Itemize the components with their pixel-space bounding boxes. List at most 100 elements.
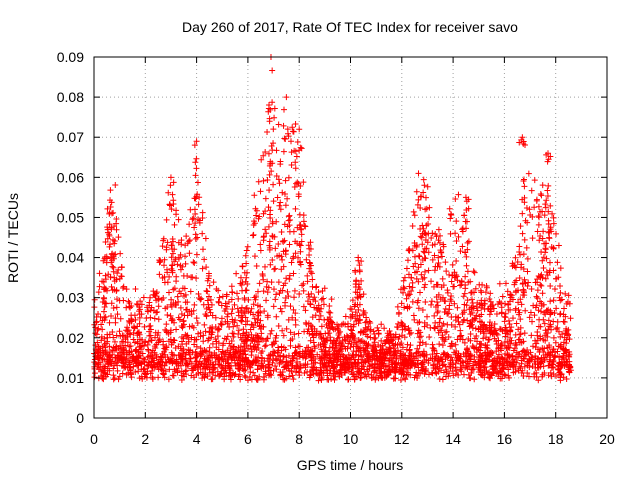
data-point: [98, 355, 105, 362]
data-point: [225, 299, 232, 306]
data-point: [282, 363, 289, 370]
data-point: [254, 302, 261, 309]
data-point: [329, 351, 336, 358]
data-point: [194, 179, 201, 186]
data-point: [266, 187, 273, 194]
data-point: [478, 319, 485, 326]
data-point: [246, 373, 253, 380]
data-point: [285, 174, 292, 181]
data-point: [278, 228, 285, 235]
data-point: [280, 332, 287, 339]
data-point: [215, 287, 222, 294]
data-point: [535, 221, 542, 228]
data-point: [271, 340, 278, 347]
data-point: [399, 344, 406, 351]
data-point: [232, 317, 239, 324]
data-point: [431, 346, 438, 353]
data-point: [214, 355, 221, 362]
data-point: [312, 359, 319, 366]
data-point: [171, 319, 178, 326]
data-point: [161, 262, 168, 269]
data-point: [338, 342, 345, 349]
data-point: [271, 266, 278, 273]
data-point: [250, 358, 257, 365]
data-point: [235, 331, 242, 338]
data-point: [524, 282, 531, 289]
data-point: [559, 331, 566, 338]
data-point: [498, 354, 505, 361]
data-point: [92, 342, 99, 349]
data-point: [329, 344, 336, 351]
data-point: [254, 366, 261, 373]
data-point: [429, 341, 436, 348]
data-point: [120, 283, 127, 290]
data-point: [533, 340, 540, 347]
data-point: [554, 259, 561, 266]
data-point: [259, 362, 266, 369]
data-point: [127, 304, 134, 311]
data-point: [248, 337, 255, 344]
data-point: [162, 326, 169, 333]
data-point: [268, 279, 275, 286]
data-point: [405, 292, 412, 299]
data-point: [162, 346, 169, 353]
data-point: [546, 259, 553, 266]
data-point: [152, 293, 159, 300]
data-point: [101, 317, 108, 324]
data-point: [116, 297, 123, 304]
y-tick-label: 0.08: [57, 89, 84, 105]
data-point: [180, 272, 187, 279]
data-point: [121, 363, 128, 370]
data-point: [528, 332, 535, 339]
data-point: [332, 373, 339, 380]
data-point: [254, 288, 261, 295]
data-point: [278, 343, 285, 350]
data-point: [292, 344, 299, 351]
data-point: [175, 298, 182, 305]
data-point: [473, 349, 480, 356]
data-point: [119, 370, 126, 377]
data-point: [563, 330, 570, 337]
data-point: [371, 336, 378, 343]
data-point: [547, 311, 554, 318]
data-point: [243, 354, 250, 361]
data-point: [159, 370, 166, 377]
data-point: [468, 369, 475, 376]
data-point: [226, 340, 233, 347]
data-point: [535, 377, 542, 384]
data-point: [128, 374, 135, 381]
data-point: [440, 282, 447, 289]
data-point: [266, 115, 273, 122]
data-point: [515, 299, 522, 306]
data-point: [524, 359, 531, 366]
data-point: [322, 344, 329, 351]
data-point: [283, 94, 290, 101]
data-point: [250, 369, 257, 376]
data-point: [320, 369, 327, 376]
data-point: [91, 365, 98, 372]
data-point: [161, 279, 168, 286]
data-point: [501, 359, 508, 366]
data-point: [292, 159, 299, 166]
data-point: [118, 263, 125, 270]
data-point: [352, 363, 359, 370]
data-point: [200, 301, 207, 308]
data-point: [533, 293, 540, 300]
data-point: [131, 339, 138, 346]
data-point: [300, 280, 307, 287]
data-point: [106, 331, 113, 338]
data-point: [433, 350, 440, 357]
data-point: [193, 251, 200, 258]
data-point: [213, 351, 220, 358]
data-point: [277, 161, 284, 168]
data-point: [243, 304, 250, 311]
data-point: [108, 312, 115, 319]
data-point: [276, 360, 283, 367]
data-point: [267, 106, 274, 113]
data-point: [371, 352, 378, 359]
data-point: [491, 321, 498, 328]
data-point: [403, 372, 410, 379]
data-point: [292, 120, 299, 127]
data-point: [505, 355, 512, 362]
data-point: [342, 369, 349, 376]
